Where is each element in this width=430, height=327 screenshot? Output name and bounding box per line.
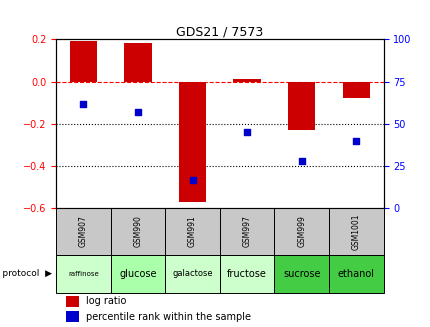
Text: GSM907: GSM907 bbox=[79, 215, 88, 248]
Bar bbox=[124, 43, 151, 81]
Text: ethanol: ethanol bbox=[337, 269, 374, 279]
Point bbox=[189, 177, 196, 182]
Text: GSM991: GSM991 bbox=[187, 215, 197, 247]
Bar bbox=[274, 208, 328, 254]
Text: GSM1001: GSM1001 bbox=[351, 213, 360, 250]
Point bbox=[243, 130, 250, 135]
Bar bbox=[70, 41, 97, 81]
Bar bbox=[287, 81, 315, 130]
Bar bbox=[56, 208, 111, 254]
Text: GSM997: GSM997 bbox=[242, 215, 251, 248]
Bar bbox=[165, 254, 219, 293]
Bar bbox=[219, 254, 274, 293]
Text: raffinose: raffinose bbox=[68, 271, 98, 277]
Bar bbox=[111, 208, 165, 254]
Title: GDS21 / 7573: GDS21 / 7573 bbox=[176, 25, 263, 38]
Bar bbox=[56, 254, 111, 293]
Bar bbox=[66, 311, 79, 322]
Text: galactose: galactose bbox=[172, 269, 212, 278]
Text: GSM999: GSM999 bbox=[297, 215, 305, 248]
Bar bbox=[178, 81, 206, 202]
Bar bbox=[233, 79, 260, 81]
Bar bbox=[328, 254, 383, 293]
Text: growth protocol  ▶: growth protocol ▶ bbox=[0, 269, 52, 278]
Bar bbox=[66, 296, 79, 307]
Text: log ratio: log ratio bbox=[85, 296, 126, 306]
Bar bbox=[165, 208, 219, 254]
Bar bbox=[219, 208, 274, 254]
Bar bbox=[111, 254, 165, 293]
Text: fructose: fructose bbox=[227, 269, 267, 279]
Bar bbox=[274, 254, 328, 293]
Bar bbox=[328, 208, 383, 254]
Point bbox=[80, 101, 86, 106]
Text: percentile rank within the sample: percentile rank within the sample bbox=[85, 312, 250, 322]
Text: glucose: glucose bbox=[119, 269, 157, 279]
Point bbox=[134, 109, 141, 114]
Point bbox=[298, 158, 304, 164]
Bar bbox=[342, 81, 369, 98]
Text: sucrose: sucrose bbox=[282, 269, 320, 279]
Text: GSM990: GSM990 bbox=[133, 215, 142, 248]
Point bbox=[352, 138, 359, 143]
